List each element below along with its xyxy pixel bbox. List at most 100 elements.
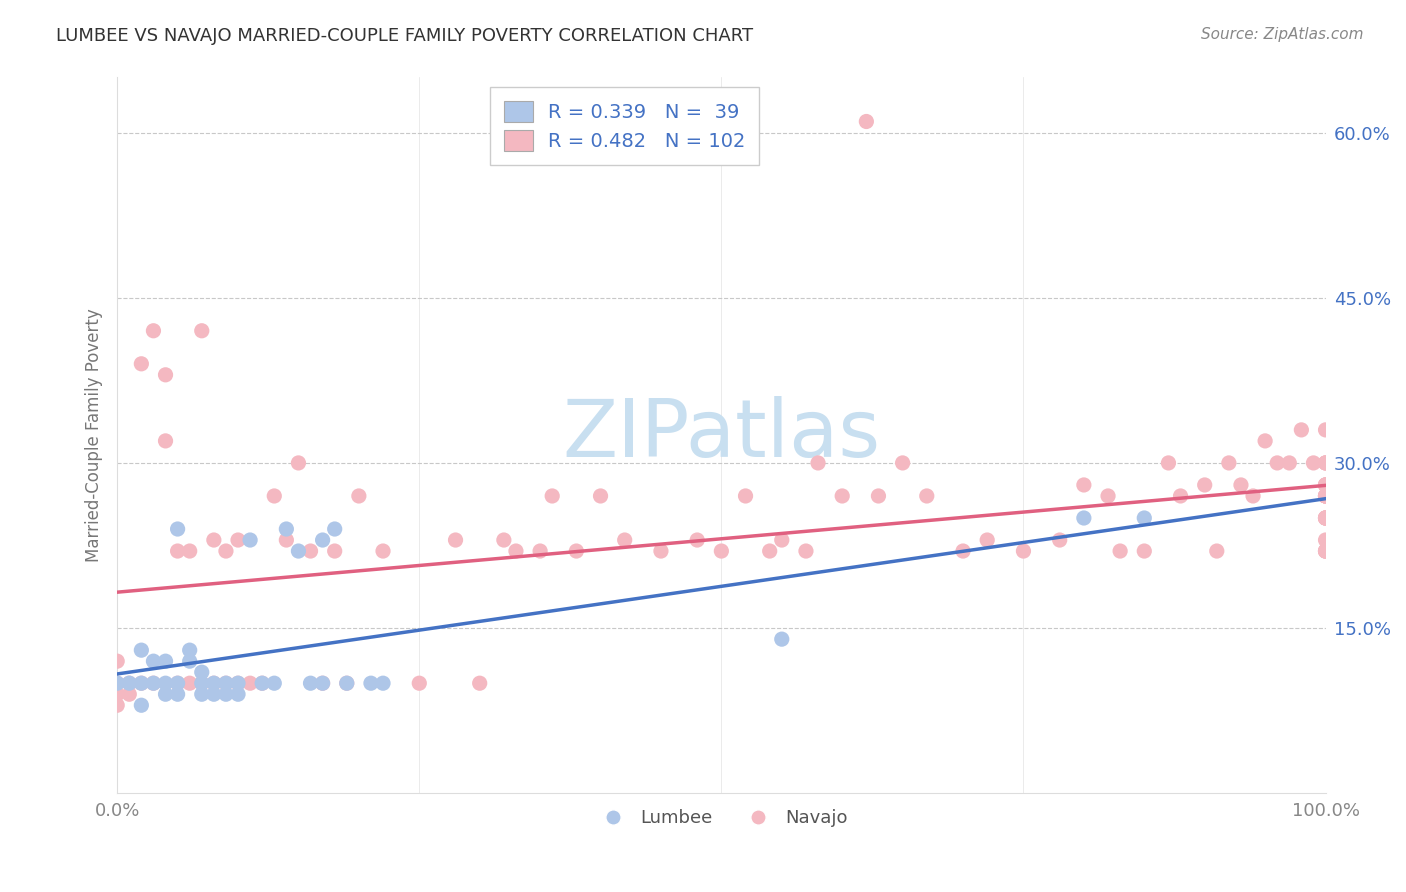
- Point: [299, 544, 322, 558]
- Point: [1157, 456, 1180, 470]
- Point: [1315, 533, 1337, 547]
- Point: [976, 533, 998, 547]
- Point: [1315, 544, 1337, 558]
- Point: [1315, 544, 1337, 558]
- Point: [589, 489, 612, 503]
- Point: [686, 533, 709, 547]
- Point: [131, 698, 153, 713]
- Point: [1230, 478, 1253, 492]
- Point: [1049, 533, 1071, 547]
- Point: [891, 456, 914, 470]
- Point: [444, 533, 467, 547]
- Point: [118, 676, 141, 690]
- Point: [1315, 456, 1337, 470]
- Point: [807, 456, 830, 470]
- Point: [105, 698, 128, 713]
- Point: [155, 368, 177, 382]
- Point: [142, 654, 165, 668]
- Point: [155, 434, 177, 448]
- Point: [166, 676, 188, 690]
- Point: [734, 489, 756, 503]
- Point: [131, 357, 153, 371]
- Point: [239, 533, 262, 547]
- Point: [226, 687, 249, 701]
- Point: [1133, 544, 1156, 558]
- Point: [179, 544, 201, 558]
- Point: [831, 489, 853, 503]
- Point: [263, 489, 285, 503]
- Point: [142, 676, 165, 690]
- Point: [360, 676, 382, 690]
- Point: [1265, 456, 1288, 470]
- Point: [191, 665, 214, 680]
- Point: [650, 544, 672, 558]
- Text: LUMBEE VS NAVAJO MARRIED-COUPLE FAMILY POVERTY CORRELATION CHART: LUMBEE VS NAVAJO MARRIED-COUPLE FAMILY P…: [56, 27, 754, 45]
- Point: [191, 324, 214, 338]
- Point: [1241, 489, 1264, 503]
- Point: [276, 533, 298, 547]
- Point: [1315, 511, 1337, 525]
- Point: [371, 544, 394, 558]
- Point: [299, 676, 322, 690]
- Point: [311, 533, 333, 547]
- Point: [1302, 456, 1324, 470]
- Point: [770, 632, 793, 647]
- Point: [1315, 456, 1337, 470]
- Point: [1315, 489, 1337, 503]
- Point: [311, 676, 333, 690]
- Point: [794, 544, 817, 558]
- Point: [868, 489, 890, 503]
- Point: [311, 676, 333, 690]
- Point: [710, 544, 733, 558]
- Point: [1315, 489, 1337, 503]
- Point: [131, 643, 153, 657]
- Point: [855, 114, 877, 128]
- Point: [239, 676, 262, 690]
- Point: [202, 676, 225, 690]
- Point: [1218, 456, 1240, 470]
- Point: [1315, 478, 1337, 492]
- Point: [1315, 511, 1337, 525]
- Point: [179, 643, 201, 657]
- Point: [1315, 511, 1337, 525]
- Point: [1315, 511, 1337, 525]
- Point: [166, 544, 188, 558]
- Point: [1315, 478, 1337, 492]
- Point: [276, 522, 298, 536]
- Text: ZIPatlas: ZIPatlas: [562, 396, 880, 475]
- Point: [166, 522, 188, 536]
- Point: [155, 676, 177, 690]
- Point: [1097, 489, 1119, 503]
- Point: [142, 676, 165, 690]
- Point: [1194, 478, 1216, 492]
- Point: [1315, 489, 1337, 503]
- Point: [1278, 456, 1301, 470]
- Point: [105, 654, 128, 668]
- Point: [105, 687, 128, 701]
- Point: [323, 544, 346, 558]
- Point: [155, 654, 177, 668]
- Point: [565, 544, 588, 558]
- Point: [191, 687, 214, 701]
- Point: [142, 324, 165, 338]
- Point: [1315, 489, 1337, 503]
- Point: [166, 687, 188, 701]
- Point: [336, 676, 359, 690]
- Point: [226, 676, 249, 690]
- Point: [287, 456, 309, 470]
- Point: [226, 676, 249, 690]
- Point: [250, 676, 273, 690]
- Point: [118, 676, 141, 690]
- Point: [118, 687, 141, 701]
- Point: [1315, 489, 1337, 503]
- Point: [250, 676, 273, 690]
- Point: [179, 676, 201, 690]
- Point: [202, 687, 225, 701]
- Point: [155, 687, 177, 701]
- Point: [1315, 478, 1337, 492]
- Point: [215, 676, 238, 690]
- Point: [1315, 544, 1337, 558]
- Point: [1109, 544, 1132, 558]
- Point: [541, 489, 564, 503]
- Point: [323, 522, 346, 536]
